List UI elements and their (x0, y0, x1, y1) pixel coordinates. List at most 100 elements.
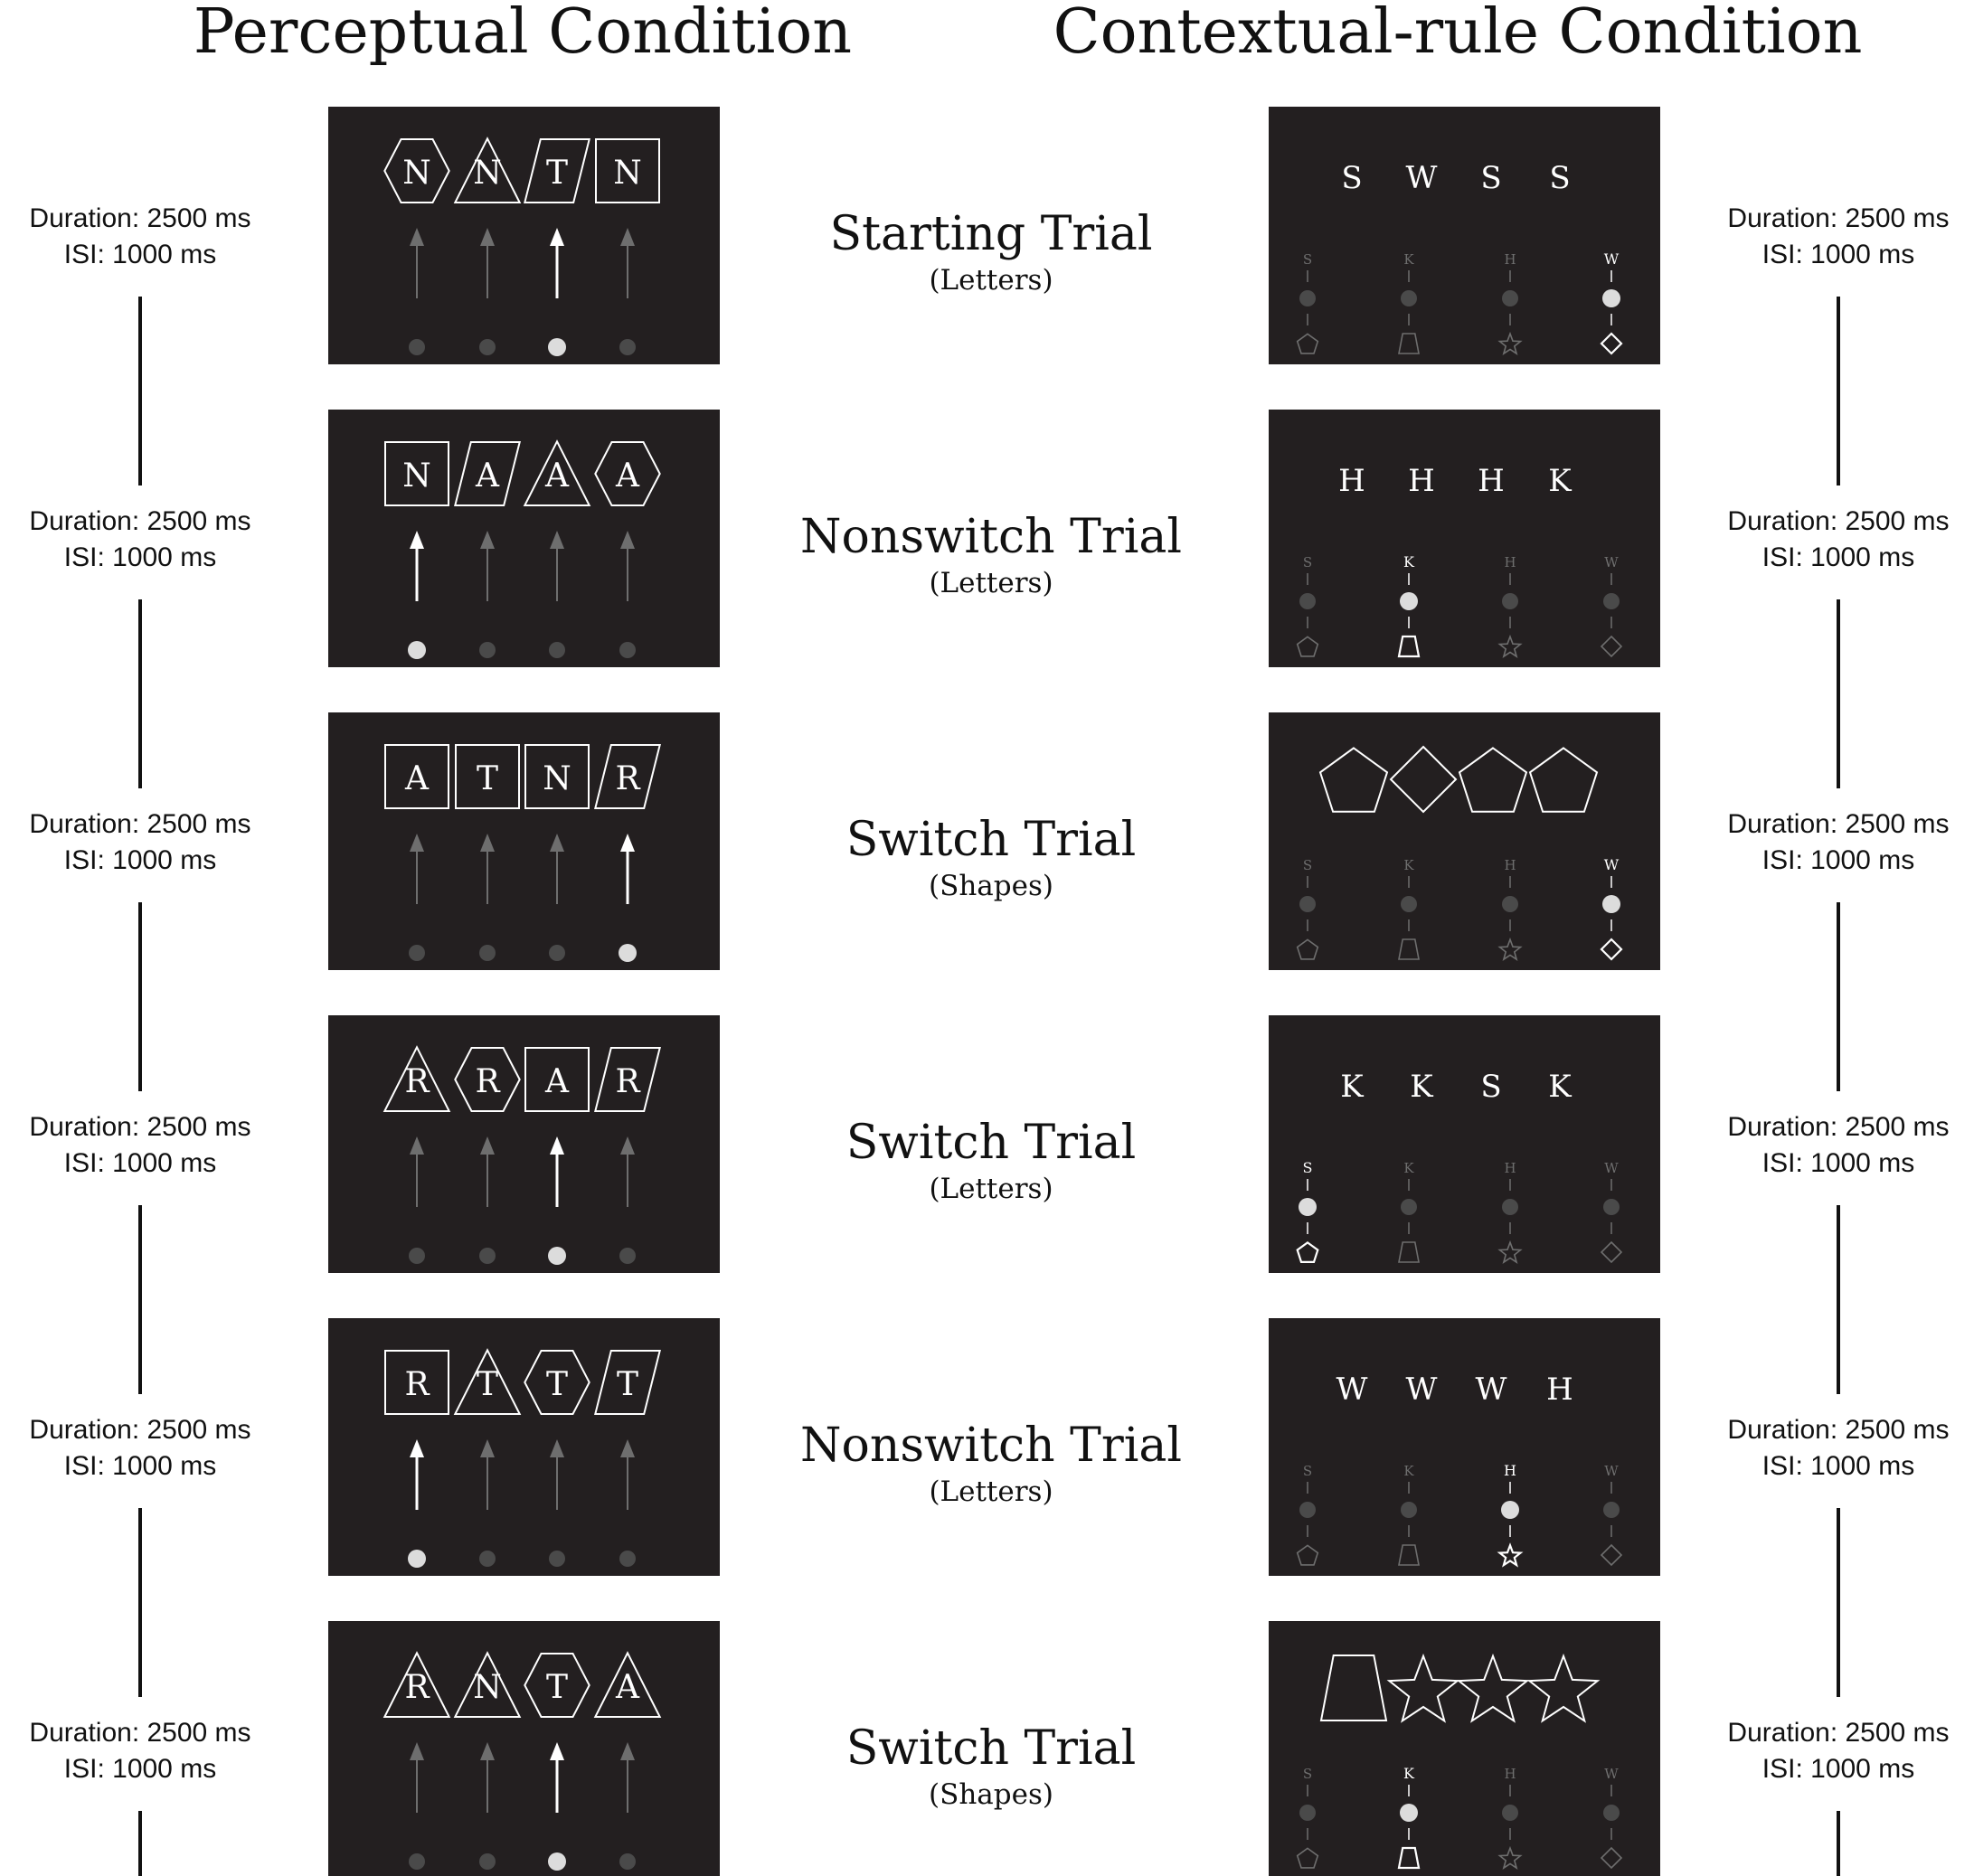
trapezoid-key-icon (1398, 333, 1420, 354)
trial-subtitle: (Letters) (929, 567, 1053, 599)
panel-background (328, 712, 720, 970)
response-arrowhead (480, 531, 495, 549)
stimulus-letter: T (617, 1366, 638, 1403)
stimulus-letter: N (402, 155, 431, 192)
response-button (479, 1248, 496, 1264)
response-button (1603, 1805, 1620, 1821)
square-stimulus-outline (384, 744, 449, 809)
diamond-stimulus (1389, 745, 1458, 814)
hexagon-stimulus-outline (594, 441, 661, 506)
duration-label: Duration: 2500 ms (1727, 203, 1949, 233)
response-button (1299, 1502, 1316, 1518)
response-arrowhead (550, 834, 564, 852)
diamond-key-icon (1600, 332, 1623, 355)
stimulus-letter: N (473, 1669, 502, 1706)
response-key-label: H (1504, 554, 1516, 570)
response-key-label: K (1403, 553, 1415, 570)
response-button (549, 1551, 565, 1567)
star-key-icon (1497, 1240, 1523, 1264)
stimulus-letter: A (404, 760, 430, 797)
diamond-key-icon (1600, 1240, 1623, 1264)
isi-label: ISI: 1000 ms (64, 1451, 216, 1481)
response-key-label: H (1504, 1766, 1516, 1782)
square-stimulus-outline (384, 441, 449, 506)
stimulus-letter: K (1548, 1069, 1572, 1105)
isi-label: ISI: 1000 ms (64, 240, 216, 269)
square-stimulus-outline (384, 1350, 449, 1415)
response-arrowhead (550, 1742, 564, 1760)
trial-title: Nonswitch Trial (800, 510, 1182, 564)
panel-background (1269, 712, 1660, 970)
response-button (549, 945, 565, 961)
hexagon-stimulus-outline (524, 1653, 590, 1718)
response-button (619, 339, 636, 355)
response-button (619, 1248, 636, 1264)
response-key-label: H (1504, 1462, 1516, 1479)
response-button (1603, 1199, 1620, 1215)
isi-label: ISI: 1000 ms (1762, 845, 1914, 875)
response-arrowhead (410, 228, 424, 246)
response-arrowhead (410, 1439, 424, 1457)
response-button (479, 642, 496, 658)
duration-label: Duration: 2500 ms (29, 1718, 250, 1748)
response-button (1299, 593, 1316, 609)
response-button (1299, 1805, 1316, 1821)
stimulus-letter: R (615, 760, 640, 797)
stimulus-letter: S (1480, 160, 1501, 196)
triangle-stimulus-outline (453, 137, 522, 203)
stimulus-letter: S (1341, 160, 1362, 196)
stimulus-letter: N (473, 155, 502, 192)
diamond-key-icon (1600, 635, 1623, 658)
trial-row: Switch Trial(Shapes) A T N R S K H W (328, 712, 1660, 970)
pentagon-key-icon (1296, 333, 1319, 354)
response-key-label: K (1403, 251, 1414, 268)
response-arrowhead (410, 1136, 424, 1155)
trial-row: Nonswitch Trial(Letters) N A A A H H H K S K H W (328, 410, 1660, 667)
pentagon-key-icon (1296, 938, 1319, 960)
diamond-key-icon (1600, 1543, 1623, 1567)
parallelogram-stimulus-outline (594, 744, 661, 809)
response-arrowhead (550, 228, 564, 246)
contextual-panel: K K S K S K H W (1269, 1015, 1660, 1273)
stimulus-letter: N (402, 457, 431, 495)
response-button (1401, 896, 1417, 912)
response-button (1401, 290, 1417, 306)
response-button (619, 642, 636, 658)
stimulus-letter: W (1476, 1372, 1507, 1408)
response-arrowhead (550, 1136, 564, 1155)
isi-label: ISI: 1000 ms (64, 845, 216, 875)
contextual-panel: H H H K S K H W (1269, 410, 1660, 667)
response-key-label: W (1604, 250, 1620, 268)
duration-label: Duration: 2500 ms (29, 506, 250, 536)
trial-title: Switch Trial (846, 1116, 1137, 1170)
response-button (1299, 1198, 1317, 1216)
stimulus-letter: R (475, 1063, 500, 1100)
response-key-label: K (1403, 1765, 1415, 1782)
star-key-icon (1497, 937, 1523, 961)
stimulus-letter: T (477, 760, 498, 797)
response-button (1299, 290, 1316, 306)
response-button (1299, 896, 1316, 912)
trial-row: Switch Trial(Shapes) R N T A S K H W (328, 1621, 1660, 1876)
stimulus-letter: A (615, 457, 640, 495)
response-key-label: S (1303, 1766, 1312, 1782)
pentagon-stimulus (1528, 747, 1599, 813)
contextual-condition-header: Contextual-rule Condition (1053, 0, 1863, 68)
star-stimulus (1526, 1653, 1601, 1723)
square-stimulus-outline (595, 138, 660, 203)
stimulus-letter: A (615, 1669, 640, 1706)
trial-subtitle: (Letters) (929, 264, 1053, 297)
trapezoid-key-icon (1398, 1241, 1420, 1263)
response-key-label: K (1403, 857, 1414, 873)
diamond-key-icon (1600, 1846, 1623, 1870)
star-key-icon (1497, 1542, 1524, 1568)
pentagon-key-icon (1296, 1241, 1319, 1264)
parallelogram-stimulus-outline (454, 441, 521, 506)
duration-label: Duration: 2500 ms (1727, 809, 1949, 839)
stimulus-letter: T (546, 1366, 568, 1403)
panel-background (328, 410, 720, 667)
